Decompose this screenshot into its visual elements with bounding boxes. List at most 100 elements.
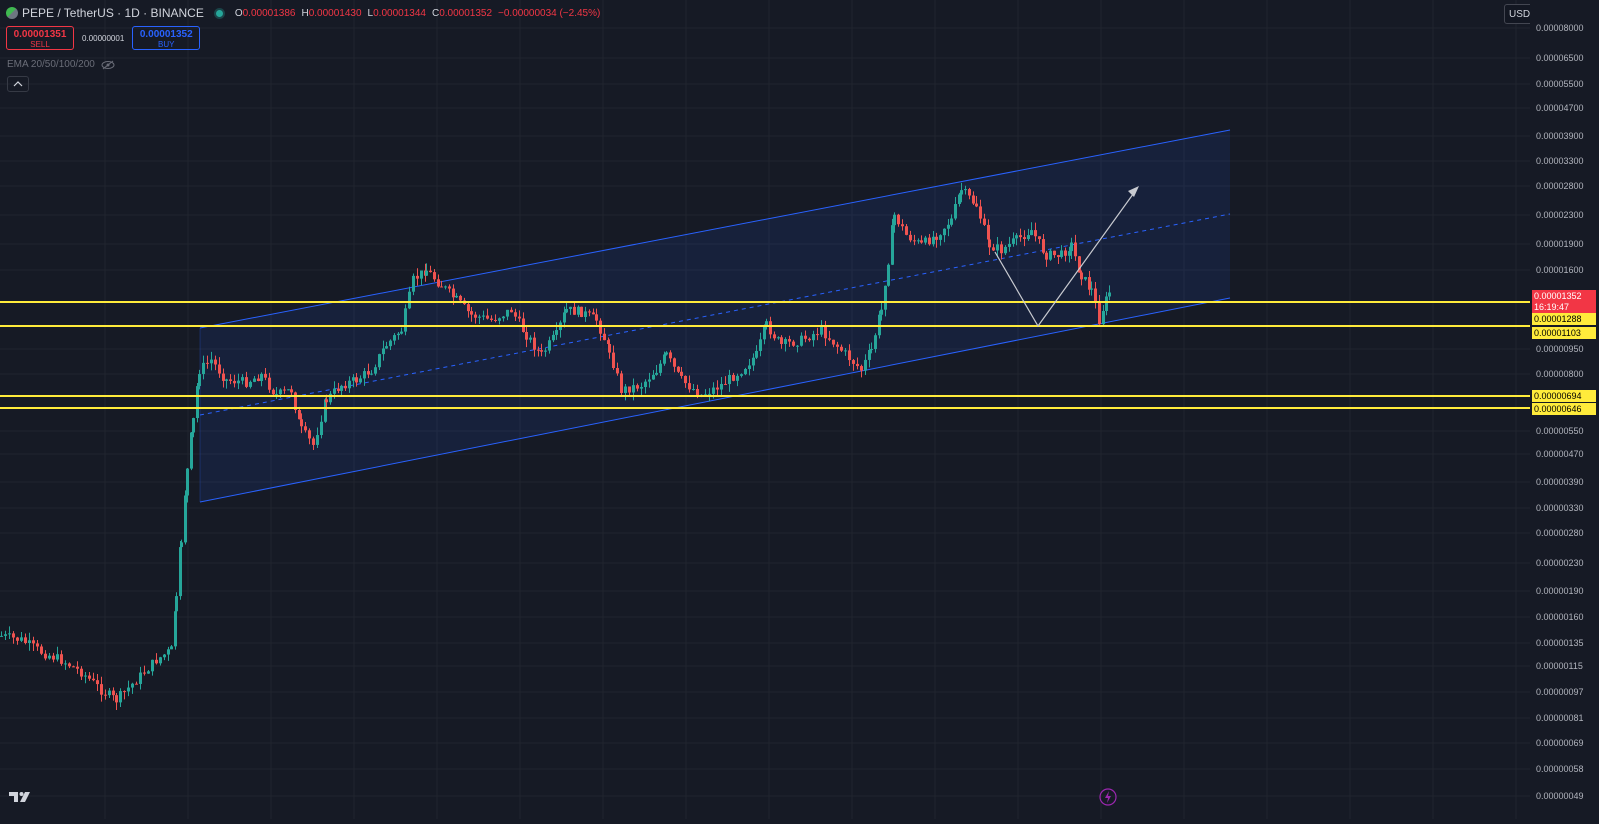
candle-body (108, 690, 111, 696)
candle-body (104, 694, 107, 696)
candle-body (659, 363, 662, 373)
candle-body (48, 655, 51, 659)
candle-body (563, 312, 566, 323)
candle-body (595, 314, 598, 321)
candle-body (382, 348, 385, 355)
price-axis-tick: 0.00000135 (1536, 638, 1584, 648)
price-axis-tick: 0.00003300 (1536, 156, 1584, 166)
bolt-icon[interactable] (1099, 788, 1117, 806)
candle-body (229, 379, 232, 381)
candle-body (540, 350, 543, 352)
candle-body (663, 354, 666, 364)
candle-body (1108, 292, 1111, 297)
buy-button[interactable]: 0.00001352 BUY (132, 26, 201, 50)
sell-button[interactable]: 0.00001351 SELL (6, 26, 74, 50)
indicator-label[interactable]: EMA 20/50/100/200 (7, 59, 95, 70)
price-axis-tick: 0.00000330 (1536, 503, 1584, 513)
candle-body (260, 373, 263, 381)
candle-body (192, 418, 195, 433)
candle-body (716, 387, 719, 390)
channel-mid-line (199, 213, 1231, 416)
candle-body (1090, 288, 1093, 290)
price-chart[interactable] (0, 0, 1530, 819)
price-axis-tick: 0.00000081 (1536, 713, 1584, 723)
candle-body (76, 666, 79, 669)
candle-body (836, 344, 839, 347)
ohlc-close: C0.00001352 (431, 7, 493, 19)
pepe-logo-icon (6, 7, 18, 19)
candle-body (1034, 230, 1037, 237)
indicator-legend[interactable]: EMA 20/50/100/200 (7, 59, 115, 70)
candle-body (131, 683, 134, 688)
candle-body (52, 655, 55, 660)
candle-body (470, 311, 473, 315)
candle-body (68, 663, 71, 667)
candle-body (655, 372, 658, 375)
candle-body (400, 331, 403, 334)
tradingview-logo-icon[interactable] (9, 790, 33, 804)
candle-body (860, 366, 863, 371)
ohlc-high: H0.00001430 (301, 7, 362, 19)
candle-body (16, 637, 19, 641)
candle-body (840, 346, 843, 351)
candle-body (816, 334, 819, 336)
eye-off-icon[interactable] (101, 60, 115, 70)
candle-body (241, 377, 244, 381)
price-change: −0.00000034 (−2.45%) (498, 7, 601, 19)
level-price-label: 0.00000694 (1532, 390, 1596, 402)
candle-body (210, 359, 213, 364)
candle-body (225, 379, 228, 381)
collapse-legend-button[interactable] (7, 76, 29, 92)
candle-body (88, 675, 91, 679)
candle-body (870, 349, 873, 351)
candle-body (279, 389, 282, 395)
symbol-title[interactable]: PEPE / TetherUS · 1D · BINANCE (22, 6, 204, 20)
price-axis-tick: 0.00000470 (1536, 449, 1584, 459)
candle-body (612, 352, 615, 369)
candle-body (887, 264, 890, 286)
candle-body (599, 320, 602, 334)
candle-body (1102, 310, 1105, 325)
candle-body (123, 691, 126, 693)
ohlc-open: O0.00001386 (234, 7, 296, 19)
candle-body (765, 321, 768, 327)
chevron-up-icon (13, 81, 23, 87)
candle-body (84, 675, 87, 677)
candle-body (988, 239, 991, 248)
candle-body (28, 640, 31, 644)
candle-body (40, 646, 43, 654)
market-status-icon[interactable] (215, 9, 223, 17)
candle-body (792, 341, 795, 346)
candle-body (987, 224, 990, 240)
candle-body (1049, 250, 1052, 260)
price-axis-tick: 0.00000550 (1536, 426, 1584, 436)
candle-body (1098, 302, 1101, 325)
candle-body (359, 378, 362, 383)
candle-body (312, 438, 315, 445)
candle-body (812, 334, 815, 341)
candle-body (190, 432, 193, 469)
candle-body (56, 654, 59, 660)
price-axis[interactable]: 0.00008000 0.00006500 0.00005500 0.00004700… (1530, 0, 1599, 819)
candle-body (759, 339, 762, 351)
candle-body (233, 380, 236, 384)
price-axis-tick: 0.00000190 (1536, 586, 1584, 596)
candle-body (283, 389, 286, 391)
candle-body (96, 680, 99, 685)
candle-body (348, 380, 351, 389)
candle-body (935, 236, 938, 240)
candle-body (964, 189, 967, 191)
candle-body (355, 377, 358, 383)
candle-body (119, 691, 122, 703)
price-axis-tick: 0.00000280 (1536, 528, 1584, 538)
candle-body (893, 214, 896, 226)
price-axis-tick: 0.00000049 (1536, 791, 1584, 801)
candle-body (397, 333, 400, 336)
candle-body (968, 189, 971, 196)
currency-value: USDT (1509, 8, 1537, 20)
chart-area[interactable] (0, 0, 1530, 819)
candle-body (1030, 230, 1033, 236)
candle-body (24, 637, 27, 644)
candle-body (763, 326, 766, 340)
candle-body (490, 318, 493, 320)
